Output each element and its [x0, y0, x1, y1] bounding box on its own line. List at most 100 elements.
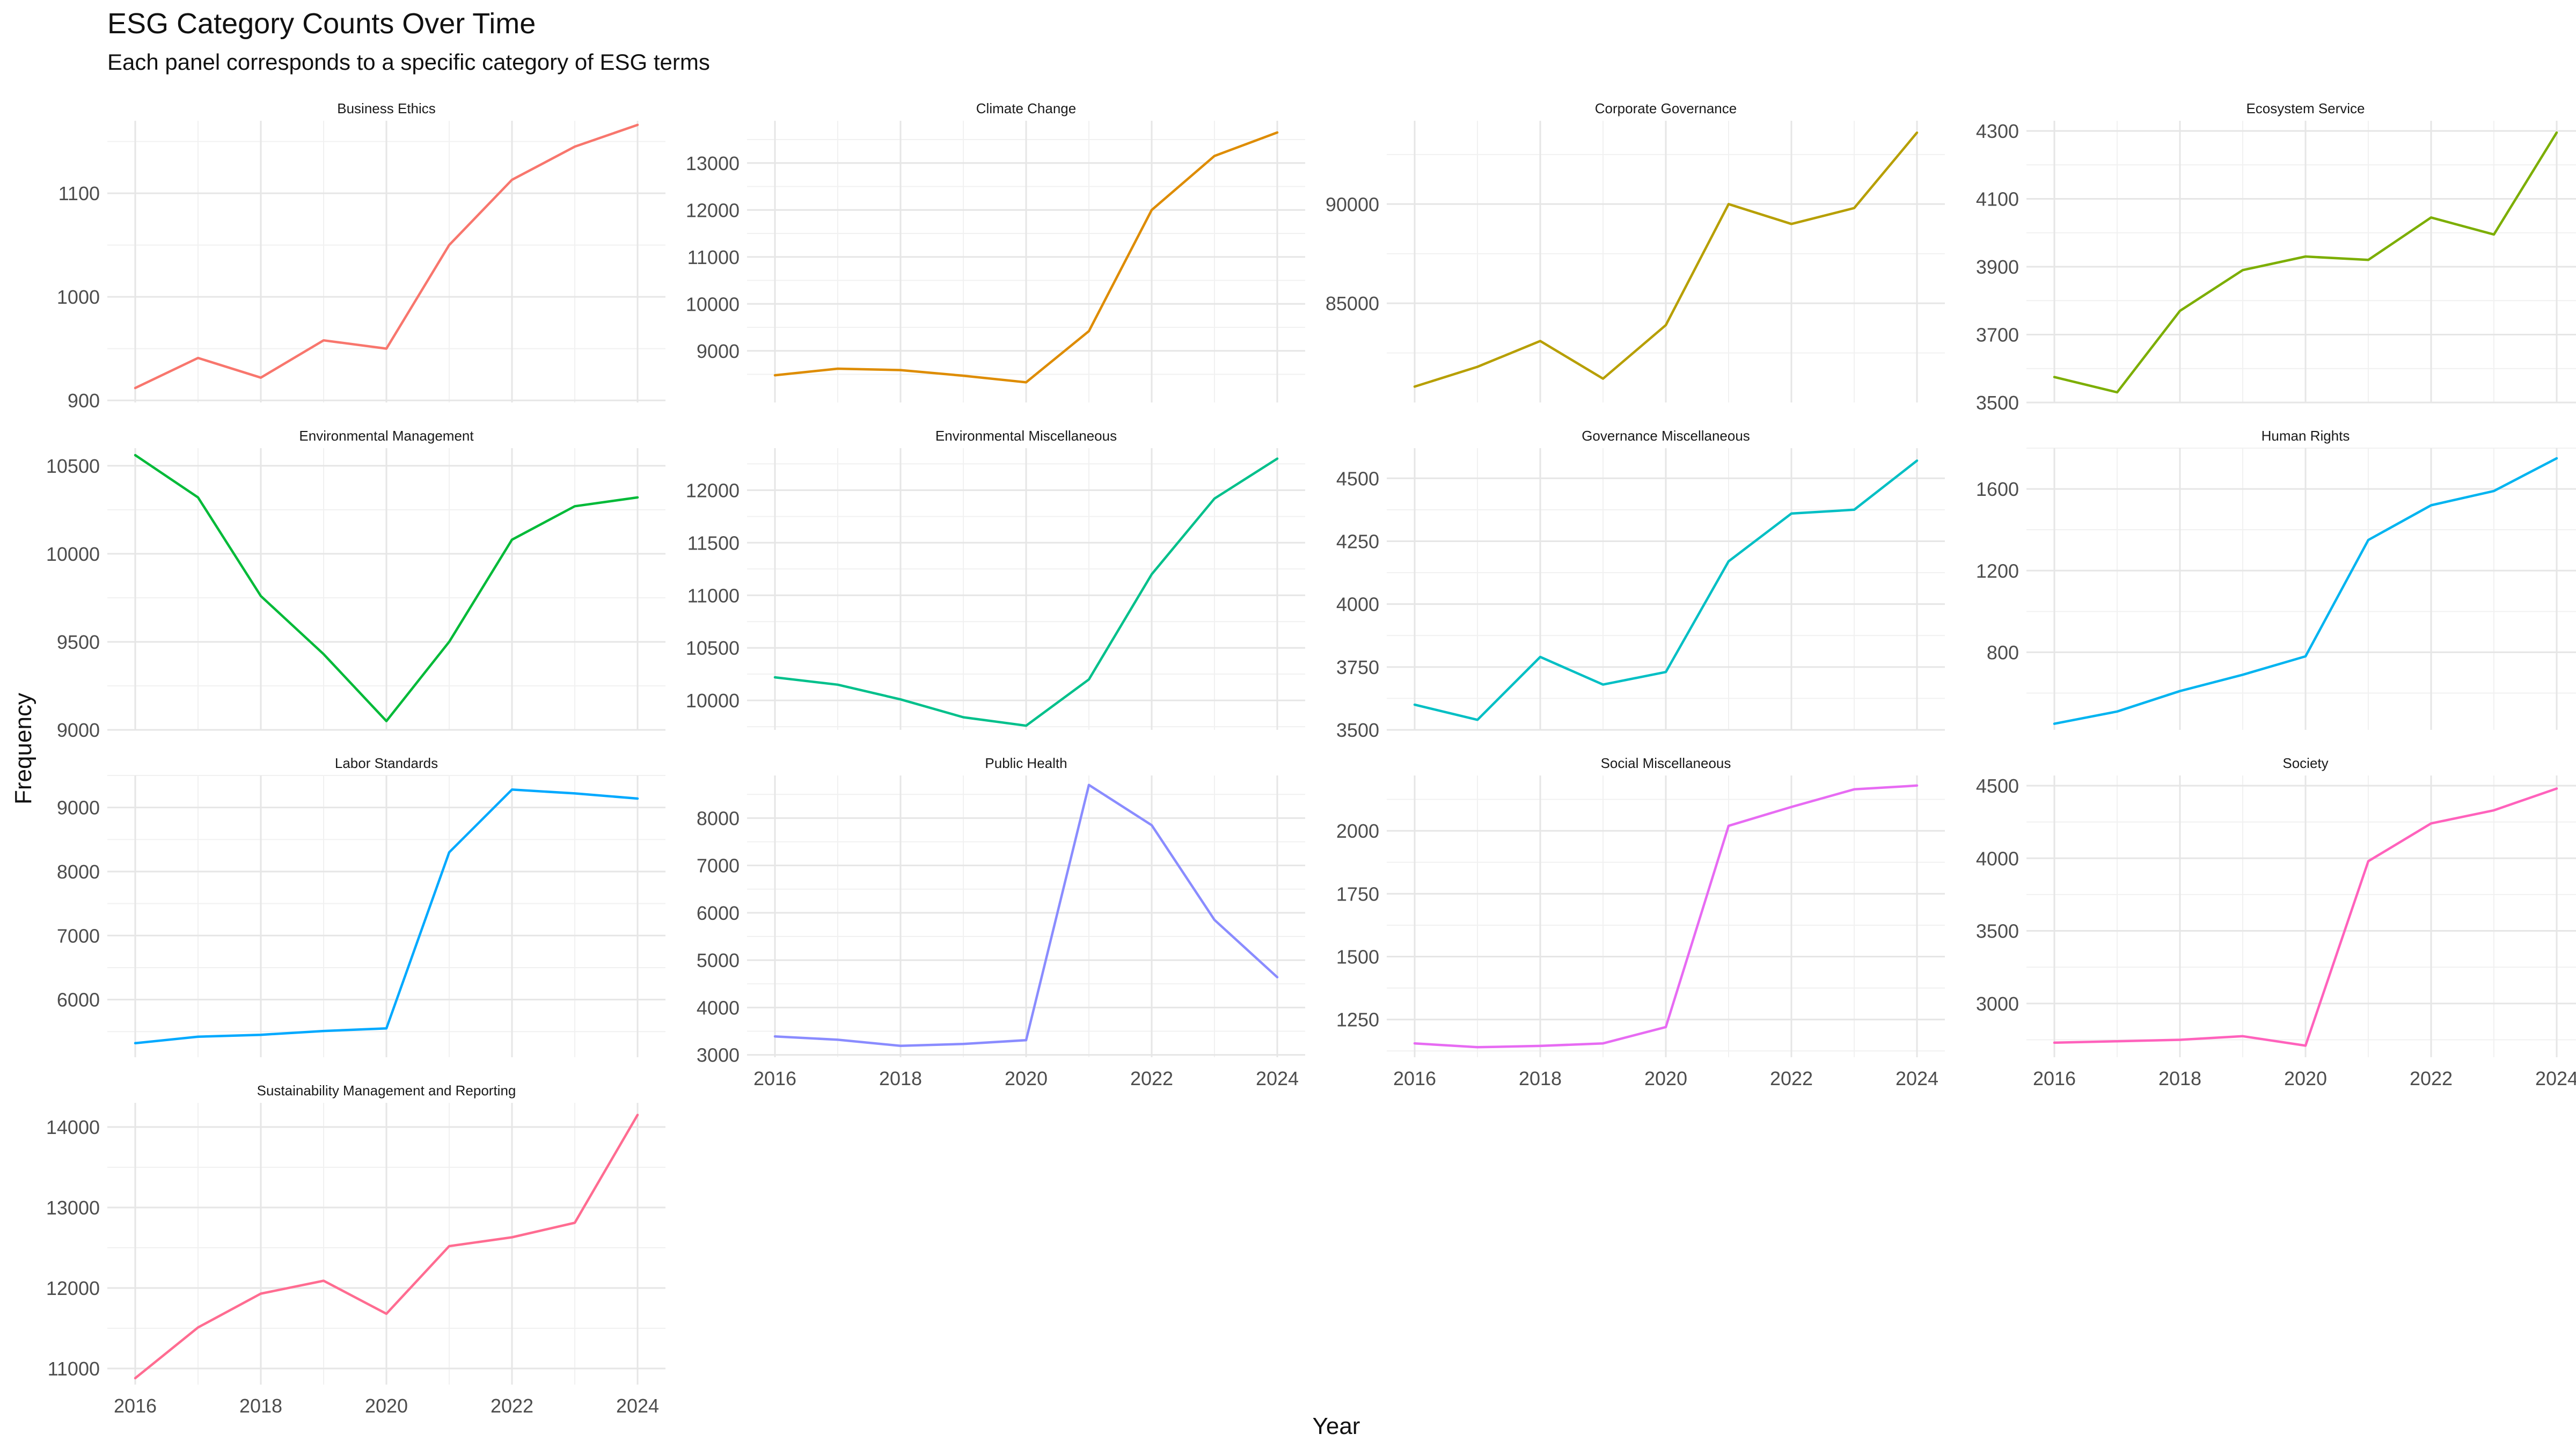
y-tick-label: 4000: [1976, 847, 2019, 869]
panel-climate-change: Climate Change 9000 10000 11000 12000 13000: [686, 100, 1305, 402]
x-tick-label: 2018: [1519, 1067, 1562, 1089]
x-tick-label: 2022: [2410, 1067, 2453, 1089]
series-line-environmental-management: [134, 453, 639, 722]
y-tick-label: 90000: [1326, 193, 1379, 215]
y-tick-label: 13000: [686, 152, 740, 174]
panel-governance-miscellaneous: Governance Miscellaneous 3500 3750 4000 4250…: [1336, 428, 1945, 741]
panel-title: Society: [2282, 755, 2328, 771]
panel-title: Environmental Management: [299, 428, 474, 444]
panel-title: Business Ethics: [337, 100, 436, 116]
x-tick-label: 2022: [491, 1395, 533, 1417]
x-axis-label: Year: [1313, 1413, 1360, 1439]
panel-title: Human Rights: [2262, 428, 2350, 444]
y-tick-label: 7000: [697, 855, 740, 877]
panel-title: Sustainability Management and Reporting: [257, 1082, 516, 1099]
y-axis-label: Frequency: [10, 693, 36, 804]
x-tick-label: 2016: [1393, 1067, 1436, 1089]
y-tick-label: 3700: [1976, 324, 2019, 346]
panel-environmental-management: Environmental Management 9000 9500 10000 105…: [46, 428, 665, 741]
chart-subtitle: Each panel corresponds to a specific cat…: [107, 49, 710, 75]
x-tick-label: 2024: [616, 1395, 659, 1417]
y-tick-label: 10000: [686, 293, 740, 315]
y-tick-label: 12000: [46, 1277, 100, 1299]
series-line-sustainability-management-and-reporting: [134, 1114, 639, 1380]
y-tick-label: 1200: [1976, 560, 2019, 582]
y-tick-label: 4100: [1976, 188, 2019, 210]
panel-business-ethics: Business Ethics 900 1000 1100: [57, 100, 665, 412]
panel-labor-standards: Labor Standards 6000 7000 8000 9000: [57, 755, 665, 1057]
y-tick-label: 11500: [687, 532, 740, 554]
chart-title: ESG Category Counts Over Time: [107, 8, 536, 40]
y-tick-label: 8000: [697, 807, 740, 829]
y-tick-label: 4000: [697, 997, 740, 1019]
y-tick-label: 3000: [697, 1044, 740, 1066]
series-line-corporate-governance: [1413, 131, 1919, 388]
x-tick-label: 2024: [1896, 1067, 1938, 1089]
y-tick-label: 1500: [1336, 946, 1379, 968]
y-tick-label: 10500: [46, 455, 100, 477]
series-line-social-miscellaneous: [1413, 784, 1919, 1049]
y-tick-label: 4250: [1336, 530, 1379, 552]
y-tick-label: 13000: [46, 1197, 100, 1219]
y-tick-label: 3750: [1336, 656, 1379, 678]
y-tick-label: 1750: [1336, 883, 1379, 905]
x-tick-label: 2020: [1644, 1067, 1687, 1089]
y-tick-label: 6000: [57, 989, 100, 1011]
y-tick-label: 4500: [1976, 775, 2019, 797]
x-tick-label: 2016: [114, 1395, 157, 1417]
y-tick-label: 1600: [1976, 478, 2019, 500]
series-line-human-rights: [2053, 457, 2558, 725]
y-tick-label: 12000: [686, 479, 740, 501]
y-tick-label: 10500: [686, 637, 740, 659]
panel-title: Labor Standards: [335, 755, 438, 771]
y-tick-label: 12000: [686, 199, 740, 221]
y-tick-label: 4300: [1976, 120, 2019, 142]
y-tick-label: 2000: [1336, 820, 1379, 842]
y-tick-label: 3900: [1976, 256, 2019, 278]
x-tick-label: 2024: [1256, 1067, 1299, 1089]
y-tick-label: 14000: [46, 1116, 100, 1138]
y-tick-label: 1100: [58, 182, 100, 204]
y-tick-label: 11000: [687, 584, 740, 606]
y-tick-label: 10000: [46, 543, 100, 565]
series-line-environmental-miscellaneous: [773, 457, 1279, 727]
panel-social-miscellaneous: Social Miscellaneous 1250 1500 1750 2000 2016…: [1336, 755, 1945, 1089]
y-tick-label: 7000: [57, 925, 100, 947]
series-line-business-ethics: [134, 123, 639, 390]
panel-human-rights: Human Rights 800 1200 1600: [1976, 428, 2576, 730]
series-line-labor-standards: [134, 788, 639, 1045]
x-tick-label: 2018: [879, 1067, 922, 1089]
x-tick-label: 2022: [1130, 1067, 1173, 1089]
series-line-public-health: [773, 784, 1279, 1048]
y-tick-label: 4000: [1336, 594, 1379, 616]
panel-title: Social Miscellaneous: [1601, 755, 1731, 771]
x-tick-label: 2016: [753, 1067, 796, 1089]
panel-title: Corporate Governance: [1595, 100, 1737, 116]
y-tick-label: 9000: [57, 719, 100, 741]
y-tick-label: 6000: [697, 902, 740, 924]
panel-title: Climate Change: [976, 100, 1076, 116]
y-tick-label: 3500: [1336, 719, 1379, 741]
x-tick-label: 2024: [2535, 1067, 2576, 1089]
y-tick-label: 900: [68, 390, 100, 412]
y-tick-label: 10000: [686, 690, 740, 712]
y-tick-label: 800: [1987, 641, 2019, 663]
panel-title: Public Health: [985, 755, 1067, 771]
x-tick-label: 2022: [1770, 1067, 1813, 1089]
y-tick-label: 11000: [687, 246, 740, 268]
series-line-climate-change: [773, 131, 1279, 384]
panel-public-health: Public Health 3000 4000 5000 6000 7000 8000 201…: [697, 755, 1305, 1089]
y-tick-label: 85000: [1326, 292, 1379, 314]
panel-sustainability-management-and-reporting: Sustainability Management and Reporting 1…: [46, 1082, 665, 1417]
y-tick-label: 11000: [48, 1358, 100, 1380]
y-tick-label: 8000: [57, 861, 100, 883]
y-tick-label: 9500: [57, 631, 100, 653]
y-tick-label: 9000: [697, 340, 740, 362]
panel-title: Governance Miscellaneous: [1582, 428, 1750, 444]
y-tick-label: 1250: [1336, 1009, 1379, 1031]
y-tick-label: 3500: [1976, 920, 2019, 942]
series-line-ecosystem-service: [2053, 131, 2558, 394]
panel-corporate-governance: Corporate Governance 85000 90000: [1326, 100, 1945, 402]
series-line-society: [2053, 787, 2558, 1047]
